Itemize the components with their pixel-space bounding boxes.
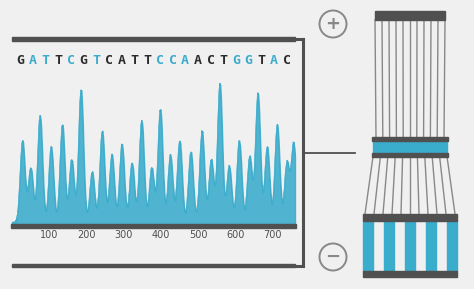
Text: A: A (270, 55, 278, 68)
Text: C: C (67, 55, 75, 68)
Bar (363, 221, 374, 271)
Text: 200: 200 (77, 230, 96, 240)
Text: C: C (169, 55, 176, 68)
Bar (363, 271, 457, 277)
Text: T: T (55, 55, 63, 68)
Text: C: C (105, 55, 113, 68)
Text: 500: 500 (189, 230, 208, 240)
Text: T: T (257, 55, 265, 68)
Bar (12, 37, 295, 41)
Bar (372, 136, 448, 140)
Text: −: − (326, 248, 340, 266)
Bar (405, 221, 415, 271)
Text: A: A (181, 55, 189, 68)
Text: T: T (219, 55, 227, 68)
Text: C: C (156, 55, 164, 68)
Text: G: G (16, 55, 24, 68)
Text: A: A (194, 55, 202, 68)
Text: T: T (143, 55, 151, 68)
Text: G: G (80, 55, 88, 68)
Text: 300: 300 (115, 230, 133, 240)
Bar (447, 221, 457, 271)
Text: C: C (283, 55, 291, 68)
Bar (426, 221, 436, 271)
Text: 100: 100 (40, 230, 58, 240)
Text: T: T (92, 55, 100, 68)
Text: +: + (326, 15, 340, 33)
Text: G: G (245, 55, 253, 68)
Bar (384, 221, 394, 271)
Text: G: G (232, 55, 240, 68)
Bar (11, 224, 296, 228)
Bar (372, 153, 448, 157)
Text: 600: 600 (226, 230, 245, 240)
Bar (373, 138, 447, 155)
Bar (375, 11, 445, 20)
Text: A: A (118, 55, 126, 68)
Text: 400: 400 (152, 230, 170, 240)
Text: 700: 700 (264, 230, 282, 240)
Text: A: A (29, 55, 37, 68)
Bar (363, 214, 457, 221)
Bar (12, 264, 295, 267)
Text: T: T (130, 55, 138, 68)
Text: T: T (42, 55, 50, 68)
Text: C: C (207, 55, 215, 68)
